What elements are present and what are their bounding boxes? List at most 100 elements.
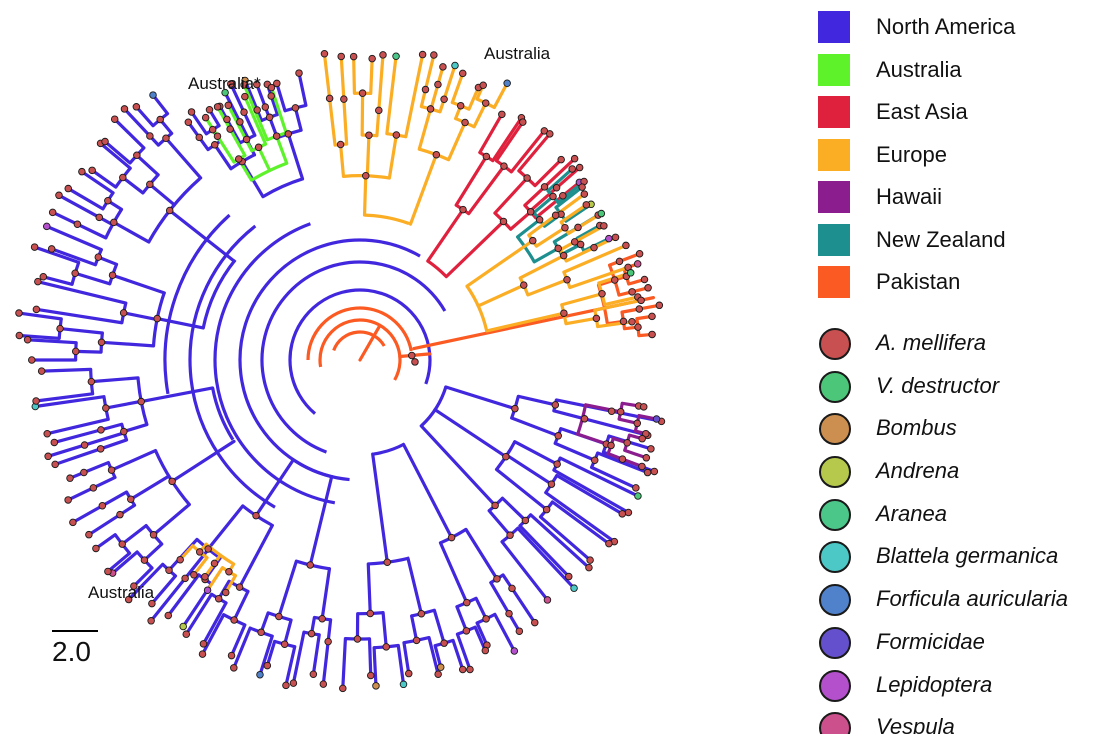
- tree-node: [482, 152, 491, 161]
- tree-node: [34, 277, 42, 286]
- tree-node: [605, 234, 613, 243]
- tree-node: [552, 184, 561, 192]
- tree-branch: [575, 223, 602, 240]
- tree-node: [23, 335, 32, 344]
- tree-node: [638, 434, 646, 443]
- host-label-formicidae: Formicidae: [876, 628, 985, 654]
- tree-branch: [544, 491, 616, 544]
- tree-branch: [150, 574, 178, 606]
- tree-node: [227, 80, 235, 88]
- tree-node: [405, 669, 413, 678]
- tree-node: [120, 427, 128, 436]
- tree-branch: [516, 235, 536, 263]
- tree-node: [133, 151, 141, 160]
- tree-branch: [423, 53, 436, 92]
- host-label-a-mellifera: A. mellifera: [876, 330, 987, 355]
- tree-node: [164, 611, 173, 620]
- tree-node: [184, 118, 193, 126]
- tree-node: [551, 401, 560, 409]
- tree-node: [637, 296, 645, 305]
- tree-node: [198, 650, 207, 658]
- tree-node: [560, 309, 568, 317]
- tree-branch: [510, 586, 537, 625]
- tree-node: [519, 118, 527, 126]
- tree-node: [570, 154, 579, 163]
- tree-node: [213, 103, 222, 111]
- host-dot-forficula-auricularia: [819, 584, 851, 617]
- legend-item-pakistan: Pakistan: [818, 261, 1116, 304]
- tree-node: [482, 615, 490, 623]
- tree-node: [622, 241, 630, 250]
- tree-branch: [404, 52, 425, 139]
- tree-branch: [164, 136, 203, 180]
- tree-node: [165, 206, 174, 215]
- tree-node: [94, 253, 103, 261]
- host-item-forficula-auricularia: Forficula auricularia: [818, 580, 1116, 623]
- tree-branch: [229, 623, 247, 658]
- tree-node: [221, 88, 229, 97]
- tree-node: [582, 201, 591, 209]
- tree-branch: [262, 177, 304, 198]
- tree-node: [628, 288, 636, 296]
- tree-branch: [433, 408, 508, 459]
- tree-node: [466, 665, 474, 674]
- tree-branch: [371, 452, 389, 564]
- tree-node: [44, 452, 52, 461]
- tree-node: [655, 301, 664, 310]
- tree-node: [120, 105, 129, 113]
- tree-node: [511, 404, 519, 413]
- tree-branch: [362, 174, 368, 217]
- tree-node: [508, 584, 516, 593]
- tree-branch: [560, 292, 604, 307]
- tree-node: [531, 618, 539, 627]
- tree-branch: [189, 110, 208, 136]
- tree-branch: [215, 134, 236, 164]
- tree-node: [64, 496, 72, 504]
- legend-item-new-zealand: New Zealand: [818, 219, 1116, 262]
- legend-swatch-new-zealand: [818, 223, 850, 256]
- tree-node: [421, 85, 430, 94]
- tree-node: [205, 105, 214, 114]
- host-dot-bombus: [819, 413, 851, 446]
- host-item-bombus: Bombus: [818, 409, 1116, 452]
- tree-branch: [238, 238, 421, 482]
- tree-branch: [589, 465, 638, 490]
- tree-branch: [444, 385, 517, 411]
- tree-branch: [365, 133, 371, 178]
- tree-branch: [554, 165, 582, 190]
- tree-node: [547, 480, 556, 488]
- tree-branch: [149, 576, 187, 623]
- tree-branch: [518, 524, 571, 579]
- tree-node: [282, 681, 290, 690]
- tree-node: [149, 531, 158, 539]
- tree-node: [618, 510, 627, 518]
- host-label-aranea: Aranea: [876, 500, 947, 526]
- tree-node: [89, 484, 98, 492]
- tree-branch: [510, 416, 560, 438]
- tree-branch: [122, 311, 159, 322]
- host-dot-aranea: [819, 498, 851, 531]
- tree-node: [418, 50, 427, 59]
- tree-node: [51, 460, 59, 469]
- tree-branch: [148, 182, 176, 207]
- tree-branch: [564, 246, 596, 263]
- tree-node: [642, 429, 650, 438]
- tree-node: [481, 646, 490, 655]
- tree-branch: [52, 428, 103, 445]
- tree-branch: [188, 224, 276, 509]
- label-australia-star: Australia*: [188, 74, 261, 93]
- tree-branch: [534, 226, 567, 248]
- tree-node: [201, 113, 210, 122]
- tree-node: [325, 94, 334, 103]
- tree-node: [650, 467, 659, 476]
- tree-branch: [166, 573, 201, 618]
- tree-node: [43, 429, 51, 438]
- tree-node: [607, 441, 615, 450]
- tree-branch: [365, 213, 410, 226]
- tree-node: [223, 115, 231, 124]
- tree-node: [633, 419, 642, 428]
- tree-node: [265, 113, 274, 122]
- tree-node: [56, 324, 64, 333]
- tree-node: [95, 213, 103, 222]
- tree-branch: [33, 395, 106, 409]
